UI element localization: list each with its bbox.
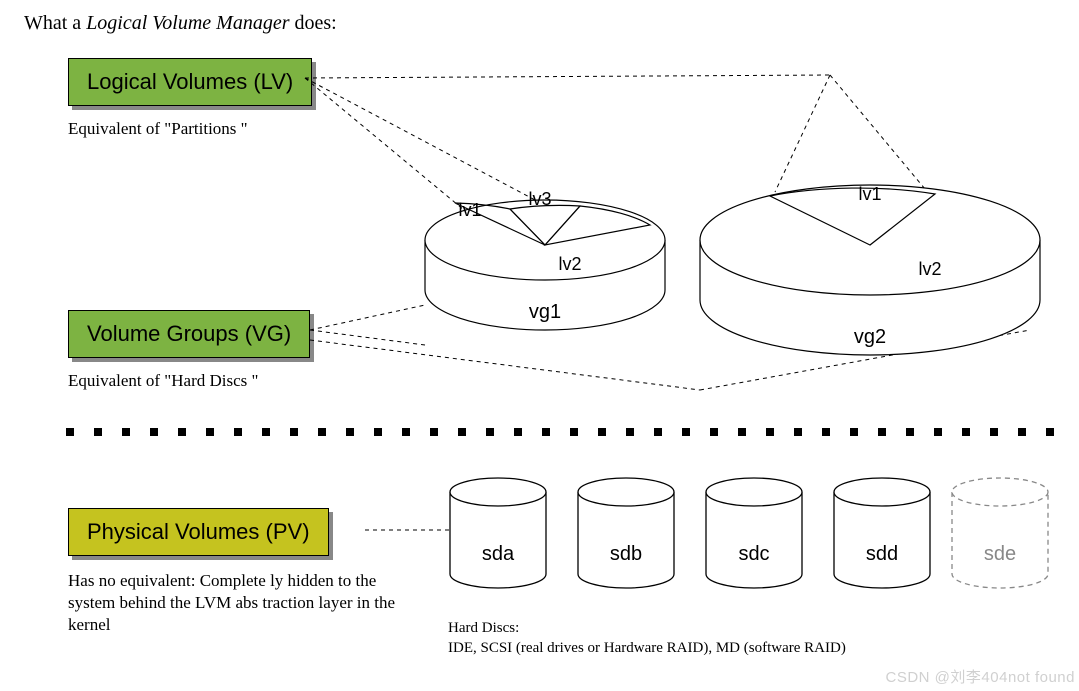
- divider-dot: [682, 428, 690, 436]
- divider-dot: [290, 428, 298, 436]
- pv-sde-body: [952, 492, 1048, 588]
- connector-line: [830, 75, 930, 195]
- pv-sdd-label: sdd: [866, 543, 898, 565]
- divider-dot: [94, 428, 102, 436]
- divider-dot: [1018, 428, 1026, 436]
- divider-dot: [234, 428, 242, 436]
- pv-sde-top: [952, 478, 1048, 506]
- divider-dot: [150, 428, 158, 436]
- divider-dot: [514, 428, 522, 436]
- connector-line: [310, 330, 425, 345]
- pv-sdc-label: sdc: [738, 543, 769, 565]
- divider-dot: [766, 428, 774, 436]
- connector-line: [775, 75, 830, 192]
- divider-dot: [738, 428, 746, 436]
- divider-dot: [542, 428, 550, 436]
- divider-dot: [262, 428, 270, 436]
- divider-dot: [654, 428, 662, 436]
- pv-sdd-top: [834, 478, 930, 506]
- divider-dot: [626, 428, 634, 436]
- connector-line: [310, 340, 700, 390]
- connector-line: [310, 305, 425, 330]
- divider-dot: [794, 428, 802, 436]
- divider-dot: [710, 428, 718, 436]
- connector-line: [305, 78, 470, 215]
- divider-dot: [906, 428, 914, 436]
- vg2-lv2-label: lv2: [918, 259, 941, 279]
- pv-sdb-label: sdb: [610, 543, 642, 565]
- vg1-label: vg1: [529, 301, 561, 323]
- diagram-svg: vg1 lv1 lv2 lv3 vg2 lv1 lv2 sda sdb sdc sdd sde: [0, 0, 1079, 691]
- divider-dot: [990, 428, 998, 436]
- divider-dot: [486, 428, 494, 436]
- divider-dot: [934, 428, 942, 436]
- vg1-lv1-label: lv1: [458, 200, 481, 220]
- connector-line: [305, 78, 535, 200]
- divider-dot: [570, 428, 578, 436]
- divider-dot: [850, 428, 858, 436]
- connector-line: [305, 75, 830, 78]
- divider-dot: [878, 428, 886, 436]
- divider-dot: [122, 428, 130, 436]
- divider-dot: [346, 428, 354, 436]
- vg1-lv3-label: lv3: [528, 189, 551, 209]
- divider-dot: [402, 428, 410, 436]
- pv-sda-label: sda: [482, 543, 515, 565]
- divider-dot: [318, 428, 326, 436]
- pv-sdb-top: [578, 478, 674, 506]
- divider-dot: [66, 428, 74, 436]
- divider-dot: [1046, 428, 1054, 436]
- pv-sdc-top: [706, 478, 802, 506]
- pv-sde-label: sde: [984, 543, 1016, 565]
- divider-dot: [430, 428, 438, 436]
- divider-dot: [598, 428, 606, 436]
- vg2-lv1-label: lv1: [858, 184, 881, 204]
- pv-sda-top: [450, 478, 546, 506]
- vg1-lv2-label: lv2: [558, 254, 581, 274]
- divider-dot: [962, 428, 970, 436]
- divider-dot: [822, 428, 830, 436]
- divider-dot: [178, 428, 186, 436]
- divider-dot: [374, 428, 382, 436]
- divider-dot: [458, 428, 466, 436]
- vg2-label: vg2: [854, 326, 886, 348]
- divider-dot: [206, 428, 214, 436]
